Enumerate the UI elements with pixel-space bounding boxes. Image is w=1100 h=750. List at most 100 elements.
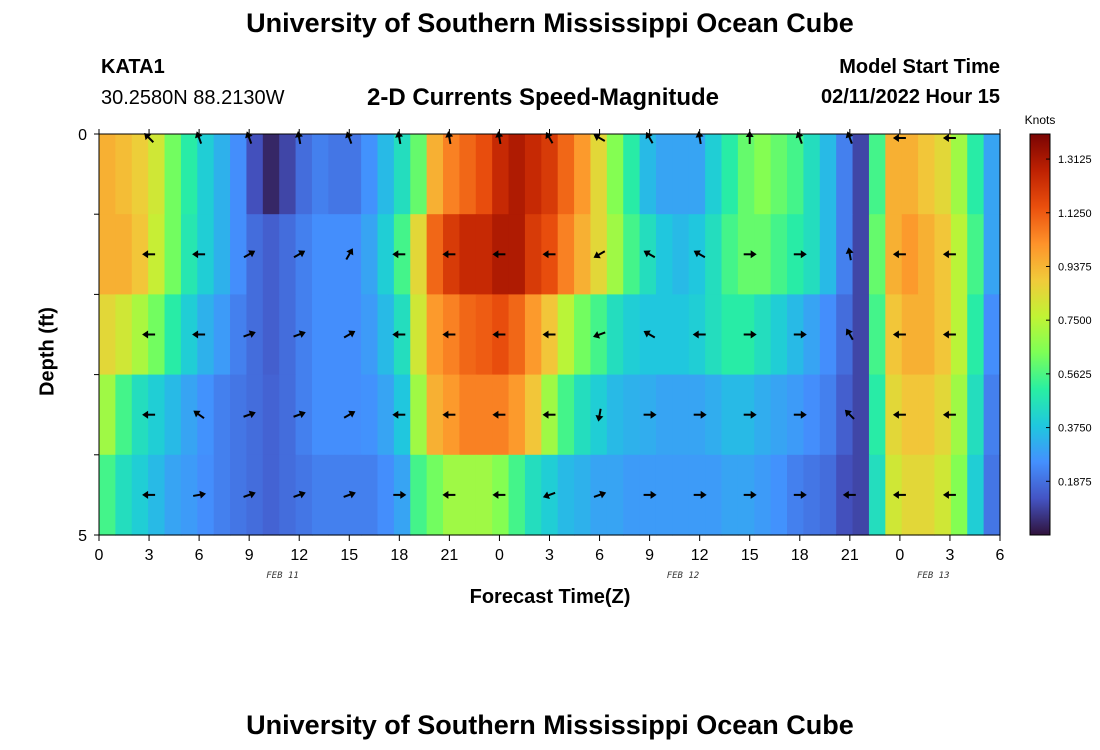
heatmap-cell [131, 374, 149, 456]
heatmap-cell [508, 294, 526, 376]
current-arrow [144, 133, 155, 143]
current-arrow [492, 330, 506, 339]
current-arrow [643, 330, 656, 339]
heatmap-cell [262, 294, 280, 376]
heatmap-cell [705, 294, 723, 376]
heatmap-cell [311, 214, 329, 295]
heatmap-cell [606, 134, 624, 215]
heatmap-cells [99, 134, 1001, 536]
x-tick-label: 6 [595, 547, 604, 564]
heatmap-cell [410, 294, 428, 376]
current-arrow [293, 490, 306, 499]
heatmap-cell [574, 294, 592, 376]
x-tick-label: 9 [645, 547, 654, 564]
current-arrow [892, 410, 906, 419]
current-arrow [293, 410, 306, 419]
current-arrow [293, 330, 306, 338]
heatmap-cell [672, 134, 690, 215]
heatmap-cell [655, 374, 673, 456]
heatmap-cell [557, 294, 575, 376]
current-arrow [793, 410, 807, 419]
heatmap-cell [262, 374, 280, 456]
heatmap-cell [246, 214, 264, 295]
heatmap-cell [754, 294, 772, 376]
heatmap-cell [606, 214, 624, 295]
heatmap-cell [885, 134, 903, 215]
heatmap-cell [754, 454, 772, 536]
heatmap-cell [950, 214, 968, 295]
heatmap-cell [672, 374, 690, 456]
current-arrow [693, 250, 706, 259]
x-axis: 0 3 6 9 12 15 18 21 0 3 6 9 12 15 18 21 0 3 6 [95, 129, 1005, 564]
heatmap-cell [164, 454, 182, 536]
heatmap-cell [852, 454, 870, 536]
heatmap-cell [983, 294, 1001, 376]
heatmap-cell [606, 374, 624, 456]
current-arrow [442, 330, 456, 339]
heatmap-cell [115, 214, 133, 295]
heatmap-cell [279, 134, 297, 215]
heatmap-cell [295, 294, 313, 376]
current-arrow [442, 410, 456, 419]
heatmap-cell [311, 134, 329, 215]
station-id: KATA1 [101, 56, 165, 78]
heatmap-cell [508, 214, 526, 295]
heatmap-cell [131, 454, 149, 536]
current-arrow [593, 490, 607, 499]
heatmap-cell [344, 214, 362, 295]
colorbar-tick-label: 0.1875 [1058, 476, 1092, 488]
heatmap-cell [770, 374, 788, 456]
current-arrow [743, 490, 757, 499]
heatmap-cell [918, 374, 936, 456]
heatmap-cell [508, 374, 526, 456]
current-arrow [192, 250, 206, 259]
current-arrow [492, 410, 506, 419]
heatmap-cell [164, 374, 182, 456]
heatmap-cell [131, 134, 149, 215]
heatmap-cell [524, 294, 542, 376]
heatmap-cell [279, 454, 297, 536]
heatmap-cell [852, 374, 870, 456]
heatmap-cell [328, 134, 346, 215]
heatmap-cell [148, 294, 166, 376]
heatmap-cell [361, 134, 379, 215]
current-arrow [693, 490, 707, 499]
y-axis: 05 [78, 127, 99, 545]
heatmap-cell [967, 294, 985, 376]
heatmap-cell [655, 214, 673, 295]
current-arrow [542, 491, 556, 500]
heatmap-cell [901, 454, 919, 536]
current-arrow [243, 490, 256, 499]
x-tick-label: 6 [996, 547, 1005, 564]
heatmap-cell [672, 454, 690, 536]
current-arrow [442, 250, 456, 259]
heatmap-cell [754, 214, 772, 295]
heatmap-cell [524, 374, 542, 456]
heatmap-cell [99, 374, 116, 456]
heatmap-cell [918, 214, 936, 295]
x-tick-label: 3 [945, 547, 954, 564]
heatmap-cell [197, 454, 215, 536]
current-arrow [343, 410, 356, 419]
heatmap-cell [213, 374, 231, 456]
current-arrow [243, 410, 256, 419]
heatmap-cell [410, 454, 428, 536]
current-arrow [343, 330, 356, 339]
heatmap-cell [148, 214, 166, 295]
current-arrow [243, 330, 256, 338]
heatmap-cell [99, 454, 116, 536]
current-arrow [795, 131, 804, 144]
heatmap-cell [377, 454, 395, 536]
current-arrow [492, 250, 506, 259]
heatmap-cell [459, 454, 477, 536]
heatmap-cell [803, 134, 821, 215]
heatmap-cell [508, 134, 526, 215]
current-arrow [142, 330, 156, 339]
heatmap-cell [918, 134, 936, 215]
current-arrow [844, 409, 855, 420]
current-arrow [942, 250, 956, 259]
heatmap-cell [164, 214, 182, 295]
heatmap-cell [410, 374, 428, 456]
colorbar-tick-label: 1.1250 [1058, 208, 1092, 220]
